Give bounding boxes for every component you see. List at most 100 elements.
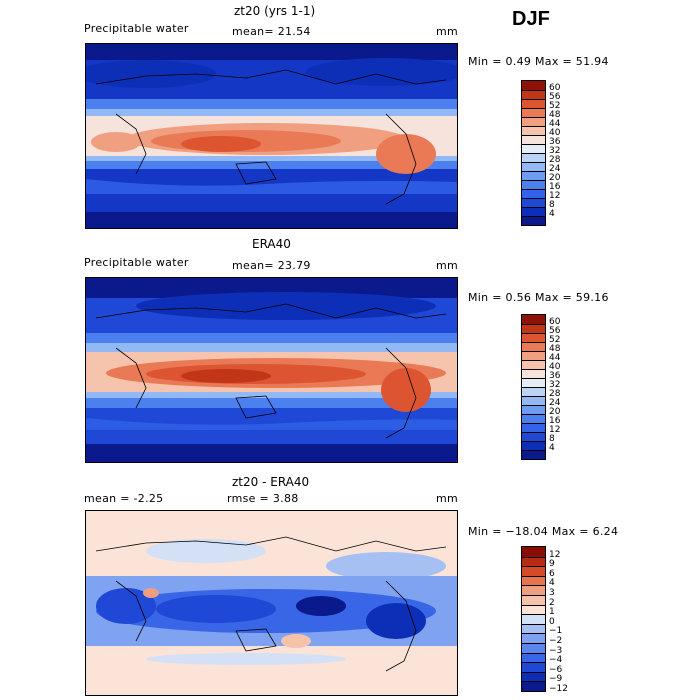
colorbar-swatch: [522, 556, 545, 567]
colorbar-swatch: [522, 153, 545, 162]
colorbar-tick-label: 48: [549, 110, 561, 120]
colorbar-swatch: [522, 405, 545, 414]
colorbar-tick-label: 52: [549, 101, 561, 111]
colorbar-tick-label: 9: [549, 559, 555, 570]
colorbar-swatch: [522, 623, 545, 634]
colorbar-tick-label: 40: [549, 128, 561, 138]
colorbar-swatch: [522, 671, 545, 682]
colorbar-swatch: [522, 547, 545, 557]
colorbar-tick-label: 52: [549, 335, 561, 345]
colorbar-swatch: [522, 324, 545, 333]
colorbar-tick-label: 12: [549, 549, 561, 560]
colorbar-swatch: [522, 216, 545, 225]
colorbar-swatch: [522, 333, 545, 342]
colorbar-swatch: [522, 360, 545, 369]
colorbar-tick-label: 1: [549, 607, 555, 618]
colorbar-tick-label: 36: [549, 137, 561, 147]
panel2-units-label: mm: [436, 259, 459, 272]
panel2-title: ERA40: [252, 237, 291, 251]
panel2-minmax: Min = 0.56 Max = 59.16: [468, 291, 609, 304]
colorbar-swatch: [522, 441, 545, 450]
colorbar-tick-label: 44: [549, 353, 561, 363]
colorbar-swatch: [522, 662, 545, 672]
colorbar-swatch: [522, 566, 545, 576]
colorbar-tick-label: 16: [549, 416, 561, 426]
colorbar-tick-label: 24: [549, 398, 561, 408]
colorbar-tick-label: 40: [549, 362, 561, 372]
panel3-minmax: Min = −18.04 Max = 6.24: [468, 525, 619, 538]
panel2-mean-label: mean= 23.79: [232, 259, 311, 272]
colorbar-tick-label: 8: [549, 200, 555, 210]
colorbar-swatch: [522, 432, 545, 441]
colorbar-tick-label: 56: [549, 326, 561, 336]
colorbar-swatch: [522, 614, 545, 624]
colorbar-tick-label: 20: [549, 173, 561, 183]
colorbar-tick-label: 56: [549, 92, 561, 102]
colorbar-tick-label: 44: [549, 119, 561, 129]
colorbar-tick-label: 4: [549, 578, 555, 589]
colorbar-tick-label: 8: [549, 434, 555, 444]
colorbar-swatch: [522, 315, 545, 324]
panel1-field-label: Precipitable water: [84, 22, 189, 35]
colorbar-tick-label: 12: [549, 191, 561, 201]
colorbar-swatch: [522, 342, 545, 351]
colorbar-swatch: [522, 189, 545, 198]
colorbar-swatch: [522, 387, 545, 396]
panel1-colorbar: [521, 80, 546, 226]
colorbar-swatch: [522, 575, 545, 586]
colorbar-tick-label: 32: [549, 146, 561, 156]
panel2-field-label: Precipitable water: [84, 256, 189, 269]
panel3-map: [85, 510, 458, 696]
colorbar-swatch: [522, 90, 545, 99]
panel2-map: [85, 277, 458, 463]
colorbar-swatch: [522, 681, 545, 691]
colorbar-tick-label: 12: [549, 425, 561, 435]
panel1-title: zt20 (yrs 1-1): [234, 4, 316, 18]
panel3-colorbar: [521, 546, 546, 692]
colorbar-tick-label: 36: [549, 371, 561, 381]
colorbar-swatch: [522, 423, 545, 432]
colorbar-tick-label: 0: [549, 616, 555, 627]
panel2-colorbar: [521, 314, 546, 460]
colorbar-swatch: [522, 108, 545, 117]
colorbar-swatch: [522, 99, 545, 108]
colorbar-tick-label: 2: [549, 597, 555, 608]
colorbar-swatch: [522, 162, 545, 171]
colorbar-swatch: [522, 450, 545, 459]
colorbar-swatch: [522, 652, 545, 663]
colorbar-swatch: [522, 207, 545, 216]
colorbar-tick-label: 60: [549, 317, 561, 327]
colorbar-tick-label: −9: [549, 674, 563, 685]
colorbar-swatch: [522, 396, 545, 405]
panel3-mean-label: mean = -2.25: [84, 492, 164, 505]
colorbar-tick-label: 28: [549, 155, 561, 165]
colorbar-tick-label: 60: [549, 83, 561, 93]
colorbar-tick-label: 48: [549, 344, 561, 354]
panel3-title: zt20 - ERA40: [232, 475, 310, 489]
colorbar-tick-label: 3: [549, 588, 555, 598]
colorbar-swatch: [522, 595, 545, 605]
colorbar-swatch: [522, 369, 545, 378]
colorbar-tick-label: −1: [549, 626, 563, 637]
colorbar-tick-label: 24: [549, 164, 561, 174]
colorbar-tick-label: −2: [549, 636, 563, 646]
colorbar-swatch: [522, 604, 545, 615]
colorbar-swatch: [522, 378, 545, 387]
colorbar-swatch: [522, 414, 545, 423]
colorbar-swatch: [522, 171, 545, 180]
colorbar-tick-label: 4: [549, 209, 555, 219]
colorbar-swatch: [522, 126, 545, 135]
panel1-mean-label: mean= 21.54: [232, 25, 311, 38]
colorbar-tick-label: 6: [549, 568, 555, 579]
colorbar-swatch: [522, 135, 545, 144]
colorbar-tick-label: 16: [549, 182, 561, 192]
colorbar-swatch: [522, 351, 545, 360]
panel3-rmse-label: rmse = 3.88: [227, 492, 299, 505]
colorbar-tick-label: 20: [549, 407, 561, 417]
colorbar-tick-label: 4: [549, 443, 555, 453]
colorbar-swatch: [522, 633, 545, 643]
season-label: DJF: [512, 8, 550, 30]
colorbar-tick-label: 32: [549, 380, 561, 390]
colorbar-swatch: [522, 117, 545, 126]
colorbar-swatch: [522, 585, 545, 595]
